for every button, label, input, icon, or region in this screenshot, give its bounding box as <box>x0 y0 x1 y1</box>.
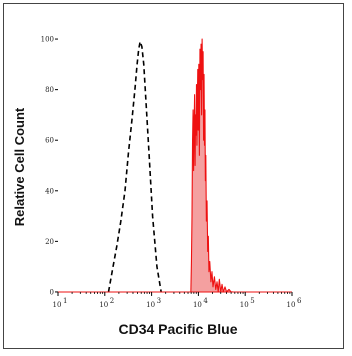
x-tick-exponent: 6 <box>297 297 302 305</box>
x-axis-ticks: 10 1 10 2 10 3 10 4 10 5 10 6 <box>53 291 302 309</box>
x-tick-label: 10 <box>99 301 108 309</box>
y-axis-ticks: 0 20 40 60 80 100 <box>41 36 58 296</box>
x-tick-label: 10 <box>240 301 249 309</box>
x-tick-label: 10 <box>146 301 155 309</box>
y-tick-label: 80 <box>45 86 54 94</box>
y-tick-label: 0 <box>50 288 54 296</box>
y-tick-label: 100 <box>41 36 54 44</box>
x-tick-exponent: 3 <box>157 297 161 305</box>
x-tick-exponent: 2 <box>110 297 114 305</box>
x-tick-label: 10 <box>193 301 202 309</box>
chart-frame <box>3 3 344 349</box>
x-tick-exponent: 1 <box>63 297 67 305</box>
x-axis-label: CD34 Pacific Blue <box>118 321 237 337</box>
x-tick-exponent: 5 <box>250 297 254 305</box>
y-tick-label: 40 <box>45 187 54 195</box>
series-line <box>190 38 234 293</box>
x-tick-exponent: 4 <box>203 297 208 305</box>
series-layer <box>58 38 292 293</box>
y-tick-label: 60 <box>45 137 54 145</box>
series-line <box>107 38 162 293</box>
x-tick-label: 10 <box>287 301 296 309</box>
y-tick-label: 20 <box>45 238 54 246</box>
y-axis-label: Relative Cell Count <box>12 107 27 226</box>
x-tick-label: 10 <box>53 301 62 309</box>
